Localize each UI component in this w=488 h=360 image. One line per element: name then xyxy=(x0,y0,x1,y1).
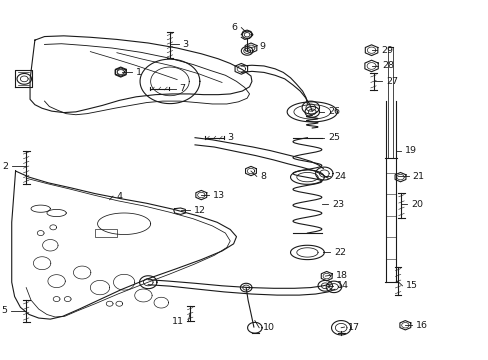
Text: 2: 2 xyxy=(2,162,8,171)
Text: 16: 16 xyxy=(415,321,427,330)
Text: 23: 23 xyxy=(331,200,344,209)
Text: 21: 21 xyxy=(412,172,424,181)
Text: 28: 28 xyxy=(382,62,393,71)
Text: 7: 7 xyxy=(179,84,185,93)
Text: 13: 13 xyxy=(213,190,225,199)
Text: 12: 12 xyxy=(194,206,205,215)
Text: 24: 24 xyxy=(333,172,345,181)
Text: 25: 25 xyxy=(327,133,340,142)
Text: 26: 26 xyxy=(327,107,340,116)
Text: 6: 6 xyxy=(231,23,237,32)
Text: 11: 11 xyxy=(172,317,184,326)
Text: 19: 19 xyxy=(405,146,416,155)
Text: 4: 4 xyxy=(117,192,122,201)
Text: 22: 22 xyxy=(333,248,345,257)
Text: 8: 8 xyxy=(260,172,266,181)
Text: 3: 3 xyxy=(226,133,232,142)
Text: 14: 14 xyxy=(336,281,348,290)
Text: 27: 27 xyxy=(385,77,397,86)
Text: 18: 18 xyxy=(335,270,347,279)
Text: 1: 1 xyxy=(136,68,142,77)
Text: 10: 10 xyxy=(263,323,274,332)
Text: 9: 9 xyxy=(259,42,265,51)
Text: 5: 5 xyxy=(1,306,7,315)
Text: 3: 3 xyxy=(182,40,188,49)
Text: 29: 29 xyxy=(381,46,392,55)
Text: 15: 15 xyxy=(406,281,417,290)
Text: 17: 17 xyxy=(348,323,360,332)
Text: 20: 20 xyxy=(410,200,422,209)
